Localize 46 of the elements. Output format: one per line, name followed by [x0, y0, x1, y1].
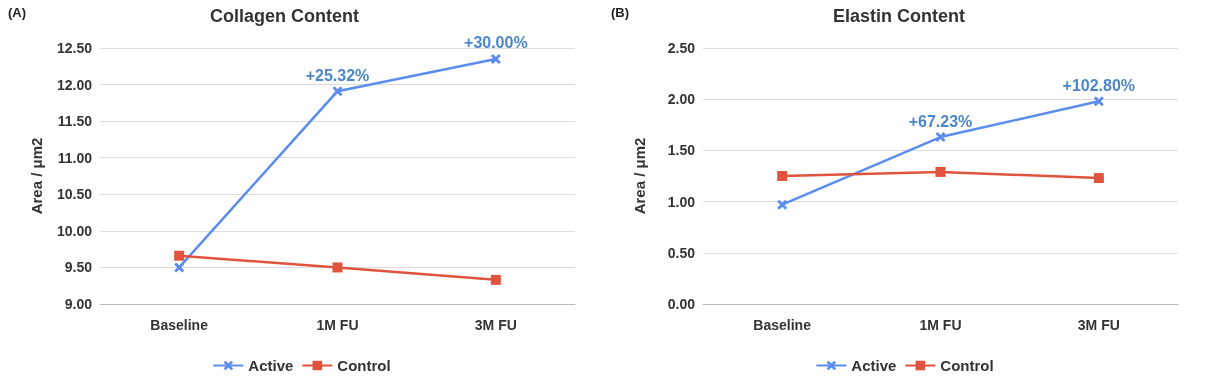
- y-tick-label: 0.50: [667, 244, 696, 261]
- y-tick-label: 12.50: [56, 40, 93, 56]
- y-tick-label: 11.00: [57, 149, 93, 166]
- point: [1093, 173, 1104, 184]
- point: [935, 166, 946, 177]
- y-tick-label: 10.00: [56, 222, 93, 239]
- text: (B): [611, 5, 630, 20]
- y-tick-label: 11.50: [57, 113, 93, 130]
- y-axis-title: Area / μm2: [28, 137, 45, 215]
- point: [1093, 96, 1104, 107]
- legend-label: Active: [248, 357, 294, 374]
- point: [777, 199, 788, 210]
- y-tick-label: 9.00: [64, 296, 93, 312]
- x-tick-label: 3M FU: [474, 317, 517, 333]
- x-tick-label: 1M FU: [919, 317, 962, 333]
- y-tick-label: 1.00: [667, 193, 696, 210]
- y-tick-label: 2.00: [667, 91, 696, 108]
- point: [490, 53, 501, 64]
- x-tick-label: 1M FU: [316, 317, 359, 333]
- y-tick-label: 10.50: [56, 186, 93, 203]
- x-tick-label: Baseline: [753, 317, 812, 333]
- x-tick-label: Baseline: [150, 317, 209, 333]
- y-tick-label: 1.50: [667, 142, 696, 159]
- point: [332, 262, 343, 273]
- point: [174, 250, 185, 261]
- y-axis-title: Area / μm2: [631, 137, 648, 215]
- annotation: +25.32%: [305, 66, 370, 84]
- chart-title: Elastin Content: [833, 6, 966, 26]
- x-tick-label: 3M FU: [1077, 317, 1120, 333]
- point: [935, 132, 946, 143]
- y-tick-label: 12.00: [56, 76, 93, 93]
- point: [174, 262, 185, 273]
- text: (A): [8, 5, 27, 20]
- point: [332, 86, 343, 97]
- y-tick-label: 0.00: [667, 296, 696, 312]
- legend-label: Control: [940, 357, 994, 374]
- legend-label: Active: [851, 357, 897, 374]
- annotation: +102.80%: [1062, 76, 1136, 94]
- chart-title: Collagen Content: [210, 6, 359, 26]
- legend-label: Control: [337, 357, 391, 374]
- y-tick-label: 9.50: [64, 259, 93, 276]
- point: [490, 274, 501, 285]
- annotation: +67.23%: [908, 112, 973, 130]
- y-tick-label: 2.50: [667, 40, 696, 56]
- annotation: +30.00%: [464, 34, 528, 52]
- point: [777, 171, 788, 181]
